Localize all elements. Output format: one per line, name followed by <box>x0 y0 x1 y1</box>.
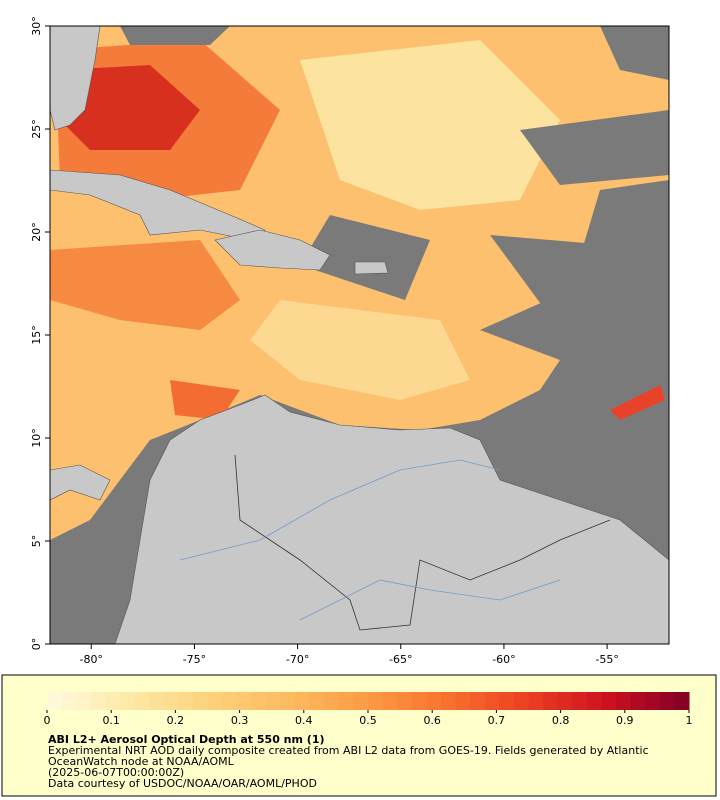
land <box>354 261 389 275</box>
colorbar-swatch <box>251 692 267 710</box>
colorbar-tick-label: 0 <box>44 714 51 727</box>
land <box>50 26 101 131</box>
colorbar-tick-label: 0.4 <box>295 714 313 727</box>
colorbar-swatch <box>411 692 427 710</box>
colorbar-swatch <box>236 692 252 710</box>
caption-line: Data courtesy of USDOC/NOAA/OAR/AOML/PHO… <box>48 777 317 790</box>
map-image <box>50 26 669 644</box>
colorbar-swatch <box>659 692 675 710</box>
aerosol-high <box>170 380 240 420</box>
no-data-gap <box>490 235 669 420</box>
colorbar-swatch <box>470 692 486 710</box>
x-tick-label: -65° <box>389 653 412 666</box>
colorbar-swatch <box>572 692 588 710</box>
aerosol-very-high <box>60 65 200 150</box>
y-tick-label: 30° <box>30 16 43 36</box>
legend-title: ABI L2+ Aerosol Optical Depth at 550 nm … <box>48 733 325 746</box>
colorbar-swatch <box>440 692 457 710</box>
colorbar-swatch <box>645 692 661 710</box>
colorbar-tick-label: 0.5 <box>359 714 377 727</box>
no-data-gap <box>520 110 669 185</box>
colorbar-swatch <box>76 692 92 710</box>
colorbar-tick-label: 0.1 <box>102 714 120 727</box>
colorbar-tick-label: 1 <box>686 714 693 727</box>
borders <box>234 454 611 631</box>
colorbar-tick-label: 0.2 <box>167 714 185 727</box>
rivers <box>179 459 501 561</box>
caption-line: Experimental NRT AOD daily composite cre… <box>48 744 649 757</box>
y-tick-label: 15° <box>30 325 43 345</box>
colorbar-swatch <box>207 692 223 710</box>
y-tick-label: 20° <box>30 222 43 242</box>
colorbar-swatch <box>265 692 281 710</box>
colorbar-swatch <box>397 692 413 710</box>
x-tick-label: -55° <box>595 653 618 666</box>
colorbar-swatch <box>90 692 106 710</box>
no-data-gap <box>120 26 230 45</box>
colorbar-swatch <box>601 692 617 710</box>
colorbar-swatch <box>455 692 471 710</box>
x-tick-label: -80° <box>80 653 103 666</box>
colorbar-swatch <box>528 692 544 710</box>
colorbar-swatch <box>295 692 311 710</box>
land <box>114 394 669 644</box>
colorbar: 0 0.1 0.2 0.3 0.4 0.5 0.6 0.7 0.8 0.9 1 <box>44 692 693 727</box>
colorbar-tick-label: 0.3 <box>231 714 249 727</box>
colorbar-swatch <box>192 692 208 710</box>
y-tick-label: 10° <box>30 428 43 448</box>
colorbar-swatch <box>353 692 369 710</box>
land <box>214 229 331 271</box>
aerosol-high <box>50 240 240 330</box>
colorbar-swatch <box>134 692 150 710</box>
colorbar-tick-label: 0.7 <box>488 714 506 727</box>
colorbar-tick-label: 0.6 <box>423 714 441 727</box>
colorbar-swatch <box>616 692 632 710</box>
colorbar-swatch <box>222 692 238 710</box>
colorbar-swatch <box>47 692 63 710</box>
land <box>50 169 266 241</box>
caption-line: (2025-06-07T00:00:00Z) <box>48 766 184 779</box>
colorbar-swatch <box>674 692 690 710</box>
colorbar-swatch <box>513 692 529 710</box>
colorbar-swatch <box>630 692 646 710</box>
y-tick-label: 0° <box>30 638 43 651</box>
aerosol-light <box>250 300 470 400</box>
axes: -80° -75° -70° -65° -60° -55° 0° 5° 10° 15° 20° 25°… <box>30 16 619 666</box>
x-tick-label: -75° <box>183 653 206 666</box>
colorbar-swatch <box>324 692 340 710</box>
colorbar-tick-label: 0.8 <box>552 714 570 727</box>
colorbar-swatch <box>61 692 77 710</box>
colorbar-swatch <box>105 692 121 710</box>
colorbar-swatch <box>484 692 500 710</box>
colorbar-swatch <box>557 692 573 710</box>
land <box>50 464 111 501</box>
colorbar-swatch <box>586 692 602 710</box>
colorbar-swatch <box>382 692 398 710</box>
x-tick-label: -70° <box>286 653 309 666</box>
no-data-gap <box>600 26 669 80</box>
colorbar-swatch <box>280 692 296 710</box>
x-tick-label: -60° <box>492 653 515 666</box>
colorbar-swatch <box>163 692 179 710</box>
colorbar-swatch <box>368 692 384 710</box>
no-data-gap <box>300 215 430 300</box>
colorbar-swatch <box>426 692 442 710</box>
colorbar-swatch <box>499 692 515 710</box>
colorbar-swatch <box>149 692 165 710</box>
colorbar-tick-label: 0.9 <box>616 714 634 727</box>
aerosol-patch <box>610 385 665 420</box>
colorbar-swatch <box>543 692 559 710</box>
colorbar-swatch <box>119 692 136 710</box>
aerosol-light <box>300 40 560 210</box>
colorbar-swatch <box>309 692 325 710</box>
y-tick-label: 25° <box>30 119 43 139</box>
y-tick-label: 5° <box>30 535 43 548</box>
rivers <box>299 579 561 621</box>
colorbar-swatch <box>178 692 194 710</box>
caption-line: OceanWatch node at NOAA/AOML <box>48 755 235 768</box>
colorbar-swatch <box>338 692 354 710</box>
